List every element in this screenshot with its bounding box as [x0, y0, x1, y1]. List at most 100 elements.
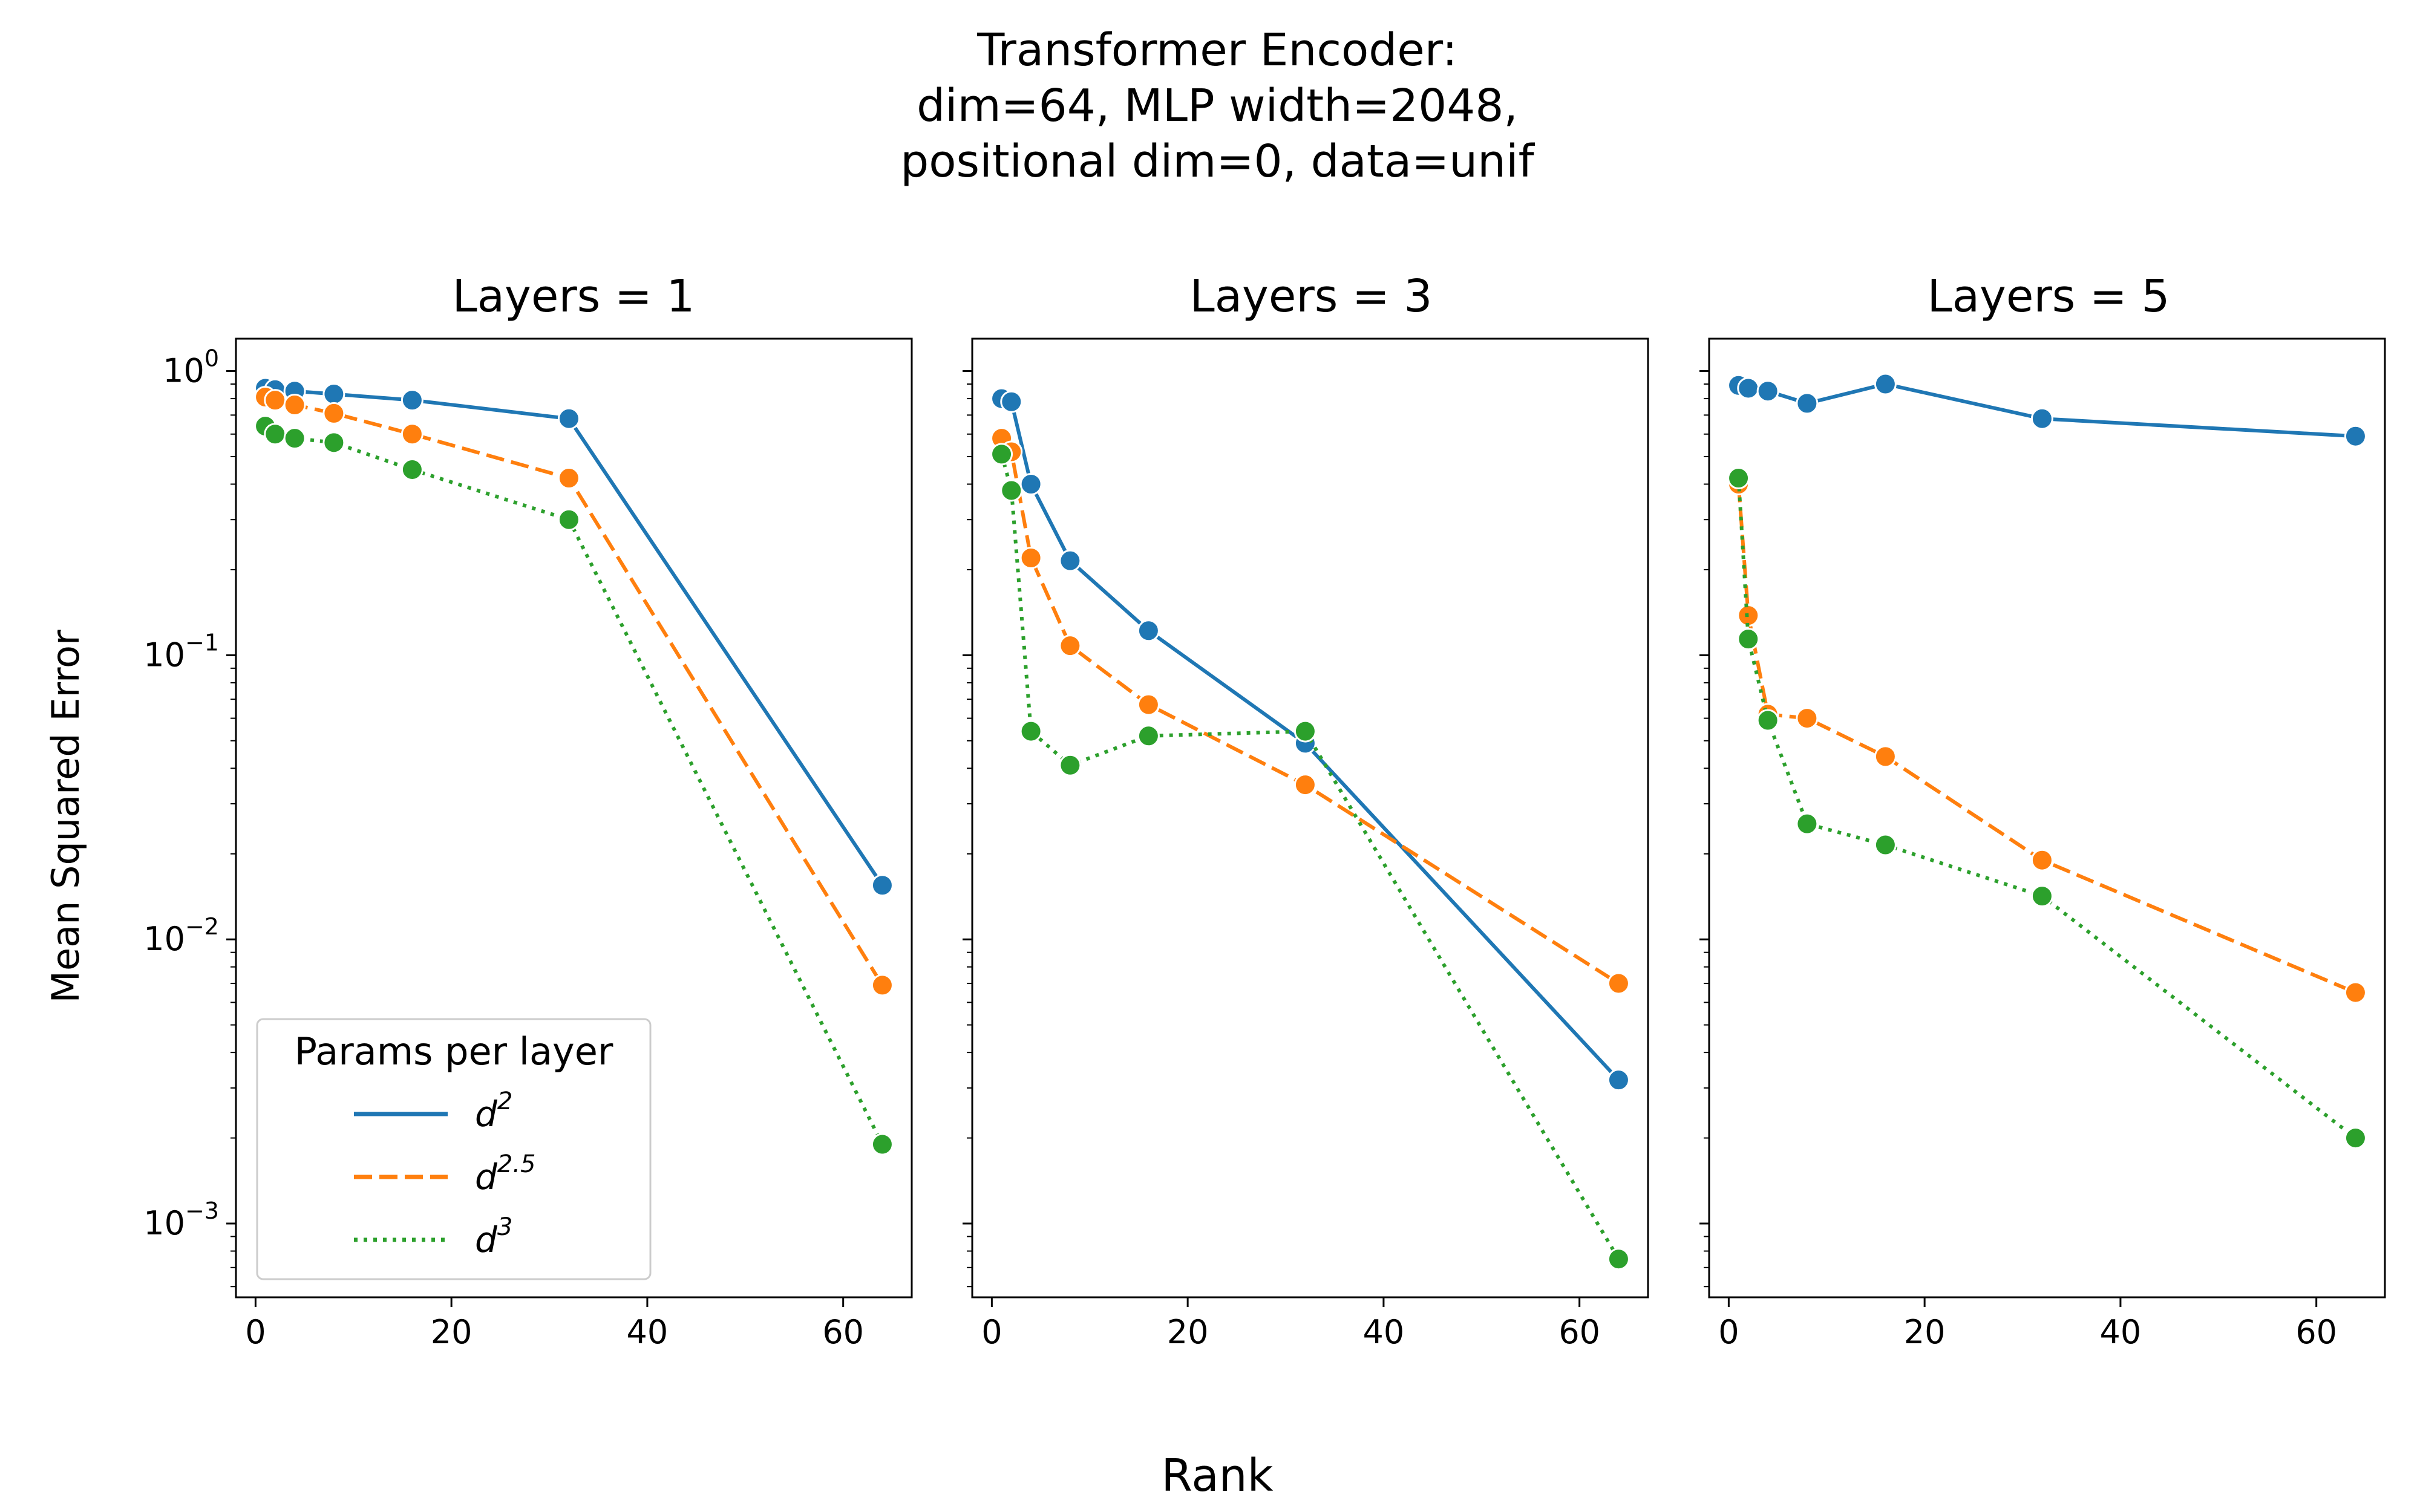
data-point	[1737, 628, 1760, 651]
data-point	[401, 389, 424, 412]
x-tick-label: 40	[627, 1313, 669, 1351]
data-point	[1000, 479, 1023, 502]
x-tick-label: 60	[1558, 1313, 1600, 1351]
series-d3-panel-3	[1727, 467, 2367, 1150]
legend-entry-d2.5: d2.5	[354, 1150, 535, 1198]
data-point	[322, 402, 345, 425]
data-point	[1756, 709, 1779, 732]
suptitle-line-1: Transformer Encoder:	[976, 24, 1457, 76]
plot-frame-1	[235, 337, 913, 1299]
subplot-2: 0 20 40 60	[963, 337, 1649, 1351]
data-point	[1293, 774, 1316, 797]
data-point	[401, 423, 424, 446]
data-point	[1607, 972, 1630, 995]
data-point	[1137, 725, 1160, 748]
data-point	[1019, 546, 1042, 569]
legend-label-d2: d2	[475, 1087, 512, 1135]
series-d2.5-panel-1	[254, 386, 894, 997]
series-d2-panel-3	[1727, 373, 2367, 448]
y-tick-label: 10−1	[143, 629, 219, 674]
data-point	[1019, 720, 1042, 743]
data-point	[1607, 1248, 1630, 1271]
data-point	[557, 467, 580, 490]
plot-frame-2	[971, 337, 1649, 1299]
data-point	[1607, 1069, 1630, 1092]
data-point	[1874, 373, 1897, 396]
data-point	[1796, 392, 1819, 415]
data-point	[2030, 885, 2053, 908]
plot-frame-3	[1708, 337, 2386, 1299]
x-axis-label: Rank	[1162, 1450, 1274, 1502]
x-tick-label: 0	[1718, 1313, 1739, 1351]
x-ticks-1: 0 20 40 60	[245, 1297, 864, 1351]
y-tick-label: 100	[163, 345, 219, 390]
data-point	[871, 974, 894, 997]
data-point	[401, 458, 424, 481]
legend-box	[256, 1018, 652, 1280]
data-point	[1796, 812, 1819, 835]
x-ticks-3: 0 20 40 60	[1718, 1297, 2337, 1351]
x-tick-label: 20	[431, 1313, 473, 1351]
data-point	[990, 443, 1013, 466]
data-point	[2030, 849, 2053, 872]
x-tick-label: 0	[981, 1313, 1002, 1351]
data-point	[322, 431, 345, 454]
subplots: 0 20 40 60 100 10−1 10−2 10−3 0 20 40 60 0 20 40 60	[143, 337, 2386, 1351]
data-point	[2344, 981, 2367, 1004]
panel-title-3: Layers = 5	[1927, 270, 2170, 322]
x-tick-label: 20	[1167, 1313, 1209, 1351]
data-point	[1137, 619, 1160, 642]
legend-label-d2.5: d2.5	[475, 1150, 535, 1198]
data-point	[1137, 693, 1160, 716]
subplot-1: 0 20 40 60 100 10−1 10−2 10−3	[143, 337, 913, 1351]
data-point	[2344, 425, 2367, 448]
data-point	[264, 423, 287, 446]
panel-title-2: Layers = 3	[1189, 270, 1432, 322]
series-d3-panel-1	[254, 415, 894, 1156]
data-point	[283, 394, 306, 417]
data-point	[1293, 720, 1316, 743]
data-point	[1059, 549, 1082, 572]
data-point	[2030, 407, 2053, 430]
x-tick-label: 40	[2100, 1313, 2142, 1351]
data-point	[1756, 380, 1779, 403]
data-point	[1737, 377, 1760, 400]
legend-entry-d2: d2	[354, 1087, 512, 1135]
subplot-3: 0 20 40 60	[1699, 337, 2386, 1351]
x-ticks-2: 0 20 40 60	[981, 1297, 1600, 1351]
suptitle-line-2: dim=64, MLP width=2048,	[917, 80, 1518, 132]
data-point	[1019, 472, 1042, 495]
data-point	[264, 389, 287, 412]
panel-title-1: Layers = 1	[452, 270, 695, 322]
data-point	[1059, 754, 1082, 777]
data-point	[1059, 634, 1082, 657]
data-point	[283, 427, 306, 450]
data-point	[557, 407, 580, 430]
data-point	[1727, 467, 1750, 490]
y-axis-label: Mean Squared Error	[44, 630, 88, 1003]
data-point	[1796, 707, 1819, 730]
x-tick-label: 60	[822, 1313, 864, 1351]
legend: Params per layer d2 d2.5 d3	[256, 1018, 652, 1280]
suptitle-line-3: positional dim=0, data=unif	[900, 135, 1535, 187]
data-point	[2344, 1127, 2367, 1150]
legend-label-d3: d3	[475, 1213, 512, 1260]
x-tick-label: 60	[2295, 1313, 2337, 1351]
data-point	[1874, 745, 1897, 768]
x-tick-label: 20	[1904, 1313, 1946, 1351]
y-tick-label: 10−2	[143, 913, 219, 958]
series-d3-panel-2	[990, 443, 1630, 1271]
y-tick-label: 10−3	[143, 1198, 219, 1242]
x-tick-label: 0	[245, 1313, 266, 1351]
data-point	[871, 874, 894, 897]
legend-title: Params per layer	[295, 1029, 613, 1074]
x-tick-label: 40	[1363, 1313, 1405, 1351]
data-point	[1874, 833, 1897, 856]
data-point	[322, 383, 345, 406]
data-point	[871, 1133, 894, 1156]
legend-entry-d3: d3	[354, 1213, 512, 1260]
data-point	[1000, 390, 1023, 413]
data-point	[557, 508, 580, 531]
